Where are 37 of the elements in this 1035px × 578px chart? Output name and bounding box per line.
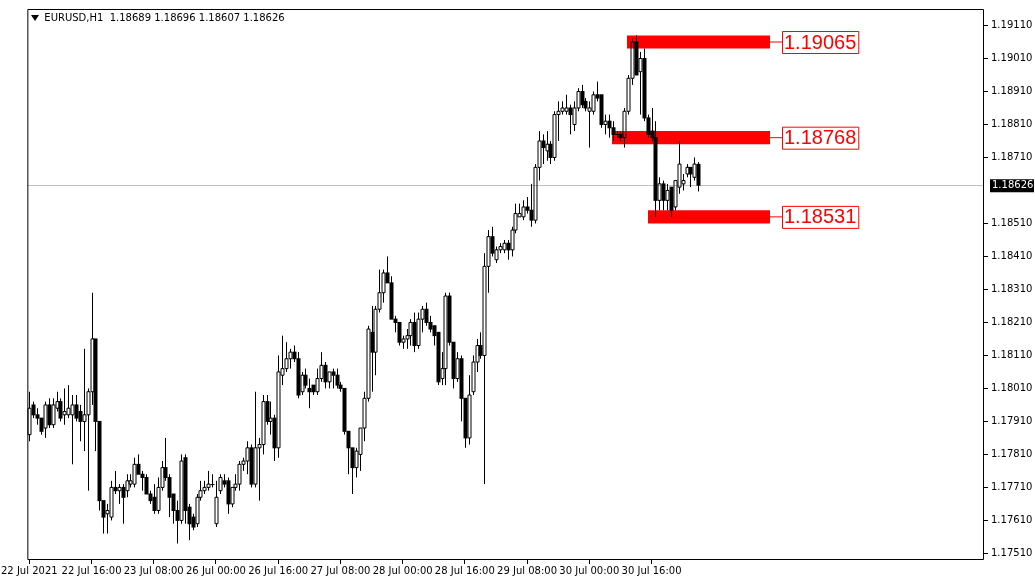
x-tick-label: 26 Jul 00:00 bbox=[185, 564, 246, 576]
x-tick-label: 22 Jul 16:00 bbox=[61, 564, 122, 576]
x-tick-label: 30 Jul 00:00 bbox=[559, 564, 620, 576]
ref-line-label: 1.18626 bbox=[992, 179, 1034, 191]
x-tick-label: 22 Jul 2021 bbox=[1, 564, 58, 576]
y-tick-label: 1.17810 bbox=[991, 448, 1033, 460]
x-tick-label: 28 Jul 16:00 bbox=[434, 564, 495, 576]
candlestick bbox=[66, 384, 71, 419]
band-label: 1.19065 bbox=[784, 30, 857, 53]
chart-title: EURUSD,H1 1.18689 1.18696 1.18607 1.18626 bbox=[44, 12, 285, 23]
y-tick-label: 1.17710 bbox=[991, 481, 1033, 493]
y-tick-label: 1.18710 bbox=[991, 151, 1033, 163]
y-tick-label: 1.19110 bbox=[991, 19, 1033, 31]
y-tick-label: 1.17910 bbox=[991, 415, 1033, 427]
x-tick-label: 29 Jul 08:00 bbox=[497, 564, 558, 576]
y-tick-label: 1.18910 bbox=[991, 85, 1033, 97]
y-tick-label: 1.18510 bbox=[991, 217, 1033, 229]
x-tick-label: 28 Jul 00:00 bbox=[372, 564, 433, 576]
x-tick-label: 27 Jul 08:00 bbox=[310, 564, 371, 576]
y-tick-label: 1.18210 bbox=[991, 316, 1033, 328]
candlestick bbox=[552, 110, 557, 162]
candlestick bbox=[195, 493, 200, 528]
y-tick-label: 1.19010 bbox=[991, 52, 1033, 64]
candlestick bbox=[276, 354, 281, 459]
band-label: 1.18768 bbox=[784, 126, 857, 149]
y-tick-label: 1.18810 bbox=[991, 118, 1033, 130]
candlestick bbox=[117, 483, 122, 505]
y-tick-label: 1.18010 bbox=[991, 382, 1033, 394]
x-tick-label: 26 Jul 16:00 bbox=[248, 564, 309, 576]
x-tick-label: 23 Jul 08:00 bbox=[123, 564, 184, 576]
band-label: 1.18531 bbox=[784, 205, 857, 228]
y-tick-label: 1.18110 bbox=[991, 349, 1033, 361]
y-tick-label: 1.18310 bbox=[991, 283, 1033, 295]
x-tick-label: 30 Jul 16:00 bbox=[621, 564, 682, 576]
y-tick-label: 1.17610 bbox=[991, 514, 1033, 525]
y-tick-label: 1.17510 bbox=[991, 546, 1033, 558]
y-tick-label: 1.18410 bbox=[991, 250, 1033, 262]
